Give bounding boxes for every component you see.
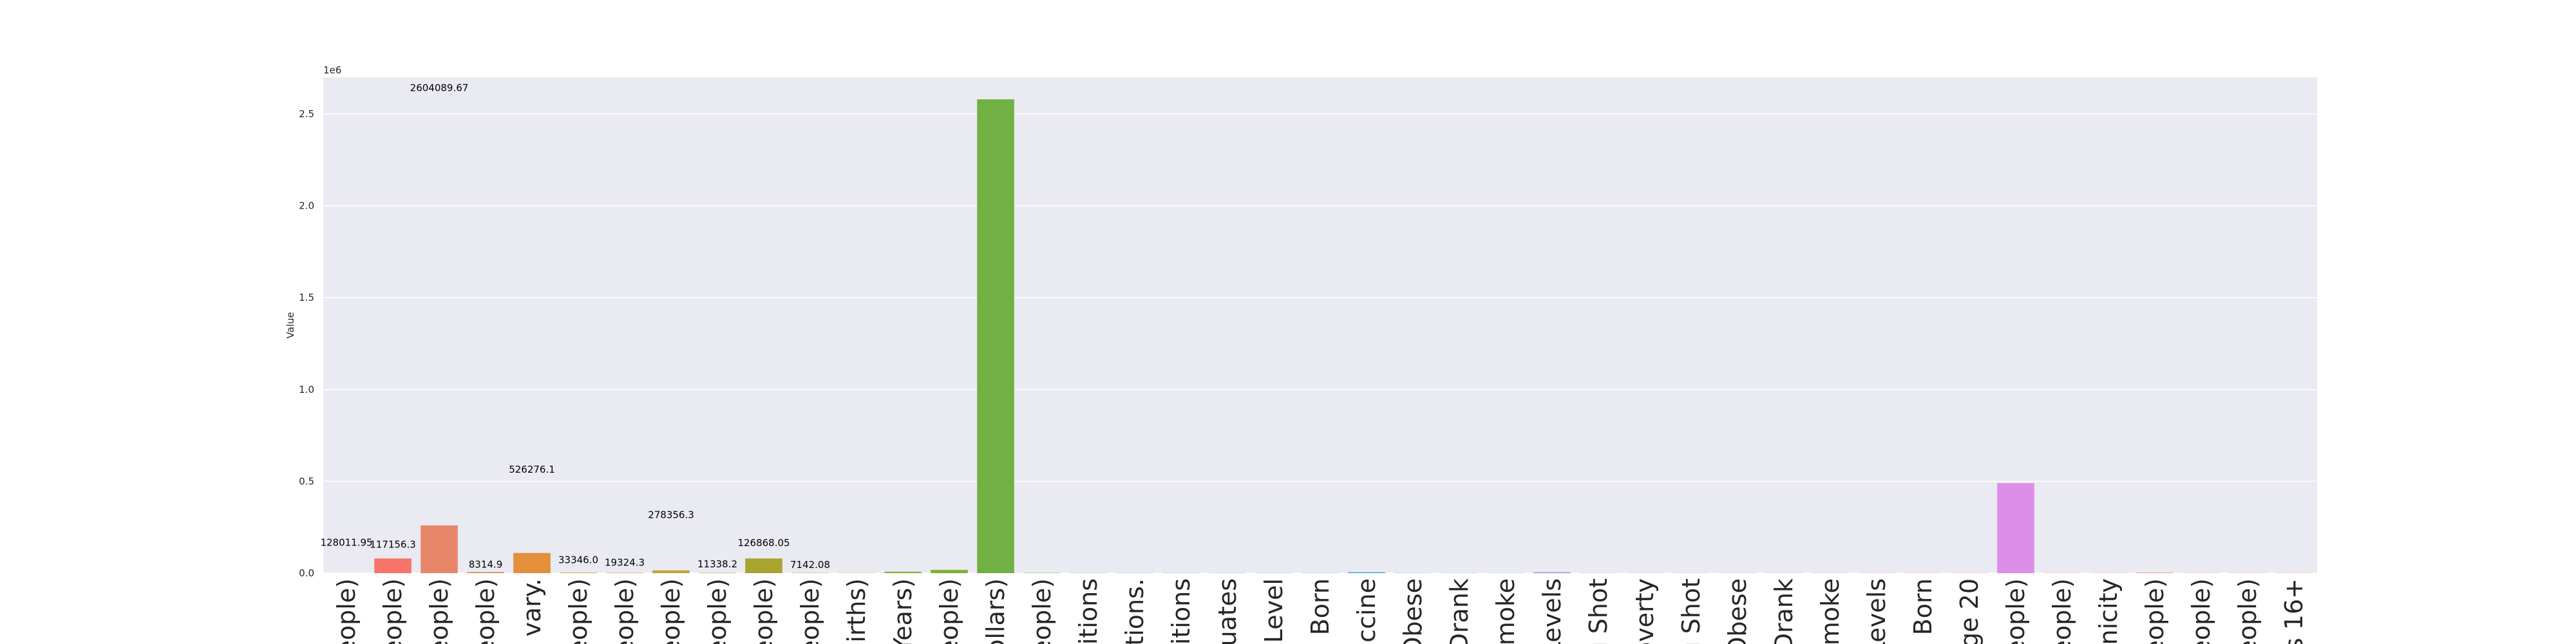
x-tick-label: eople) [2187, 578, 2215, 644]
bar-value-label: 8314.9 [469, 559, 503, 571]
y-tick-label: 1.0 [299, 384, 314, 395]
x-tick-label: eople) [332, 578, 361, 644]
x-tick-label: n Born [1306, 578, 1334, 644]
x-tick-label: eople) [611, 578, 639, 644]
x-tick-label: eople) [379, 578, 407, 644]
x-tick-label: Smoke [1816, 578, 1844, 644]
x-tick-label: Levels [1862, 578, 1891, 644]
x-tick-label: s Born [1909, 578, 1937, 644]
x-tick-label: eople) [796, 578, 824, 644]
x-tick-label: eople) [657, 578, 685, 644]
x-axis-ticks: eople) eople) eople) eople) n vary. eople) eop… [332, 578, 2308, 644]
x-tick-label: Levels [1538, 578, 1566, 644]
x-tick-label: eople) [2048, 578, 2076, 644]
x-tick-label: births) [842, 578, 871, 644]
x-tick-label: nitions [1074, 578, 1103, 644]
y-axis-label: Value [285, 312, 296, 338]
x-tick-label: eople) [425, 578, 453, 644]
bar-value-label: 7142.08 [790, 559, 830, 571]
x-tick-label: Years) [889, 578, 917, 644]
bar [652, 570, 690, 573]
y-tick-label: 1.5 [299, 292, 314, 303]
x-tick-label: eople) [564, 578, 592, 644]
x-tick-label: nitions [1167, 578, 1195, 644]
x-tick-label: eople) [750, 578, 778, 644]
x-tick-label: eople) [471, 578, 500, 644]
x-tick-label: Obese [1723, 578, 1752, 644]
bar [977, 99, 1014, 573]
x-tick-label: duates [1213, 578, 1242, 644]
x-tick-label: nicity [2094, 578, 2123, 644]
x-tick-label: eople) [2141, 578, 2169, 644]
x-tick-label: es 16+ [2280, 578, 2308, 644]
x-tick-label: eople) [703, 578, 732, 644]
x-tick-label: eople) [1028, 578, 1056, 644]
x-tick-label: ollars) [981, 578, 1010, 644]
bar [421, 525, 458, 573]
bar [374, 558, 412, 573]
bar-value-label: 11338.2 [697, 558, 737, 570]
x-tick-label: accine [1352, 578, 1381, 644]
y-tick-label: 0.5 [299, 475, 314, 487]
bar-value-label: 117156.3 [370, 539, 416, 551]
x-tick-label: u Shot [1677, 578, 1705, 644]
y-tick-label: 2.5 [299, 108, 314, 120]
x-tick-label: Level [1260, 578, 1288, 643]
bar-value-label: 278356.3 [648, 509, 694, 521]
x-tick-label: overty [1631, 578, 1659, 644]
bar [745, 558, 782, 573]
x-tick-label: ge 20 [1955, 578, 1984, 644]
bar [467, 572, 504, 573]
x-tick-label: itions. [1121, 578, 1149, 644]
y-axis-ticks: 0.0 0.5 1.0 1.5 2.0 2.5 [299, 108, 314, 579]
bar [1997, 483, 2034, 573]
x-tick-label: eople) [2233, 578, 2262, 644]
x-tick-label: u Shot [1584, 578, 1613, 644]
bars [374, 99, 2313, 573]
x-tick-label: Smoke [1492, 578, 1520, 644]
y-tick-label: 0.0 [299, 567, 314, 579]
x-tick-label: Drank [1445, 578, 1473, 644]
bar-value-label: 126868.05 [737, 537, 790, 549]
bar-value-label: 19324.3 [605, 556, 645, 568]
x-tick-label: Drank [1770, 578, 1798, 644]
plot-area [323, 77, 2317, 573]
bar [931, 569, 968, 573]
bar-value-label: 2604089.67 [410, 82, 469, 93]
x-tick-label: n vary. [518, 578, 546, 644]
y-tick-label: 2.0 [299, 200, 314, 212]
bar-value-label: 526276.1 [509, 464, 555, 475]
x-tick-label: eople) [935, 578, 963, 644]
bar [884, 571, 922, 573]
x-tick-label: eople) [2002, 578, 2030, 644]
bar-value-label: 33346.0 [558, 554, 598, 565]
bar [513, 553, 551, 573]
bar-value-label: 128011.95 [320, 536, 372, 548]
x-tick-label: Obese [1399, 578, 1427, 644]
y-offset-label: 1e6 [323, 64, 341, 76]
